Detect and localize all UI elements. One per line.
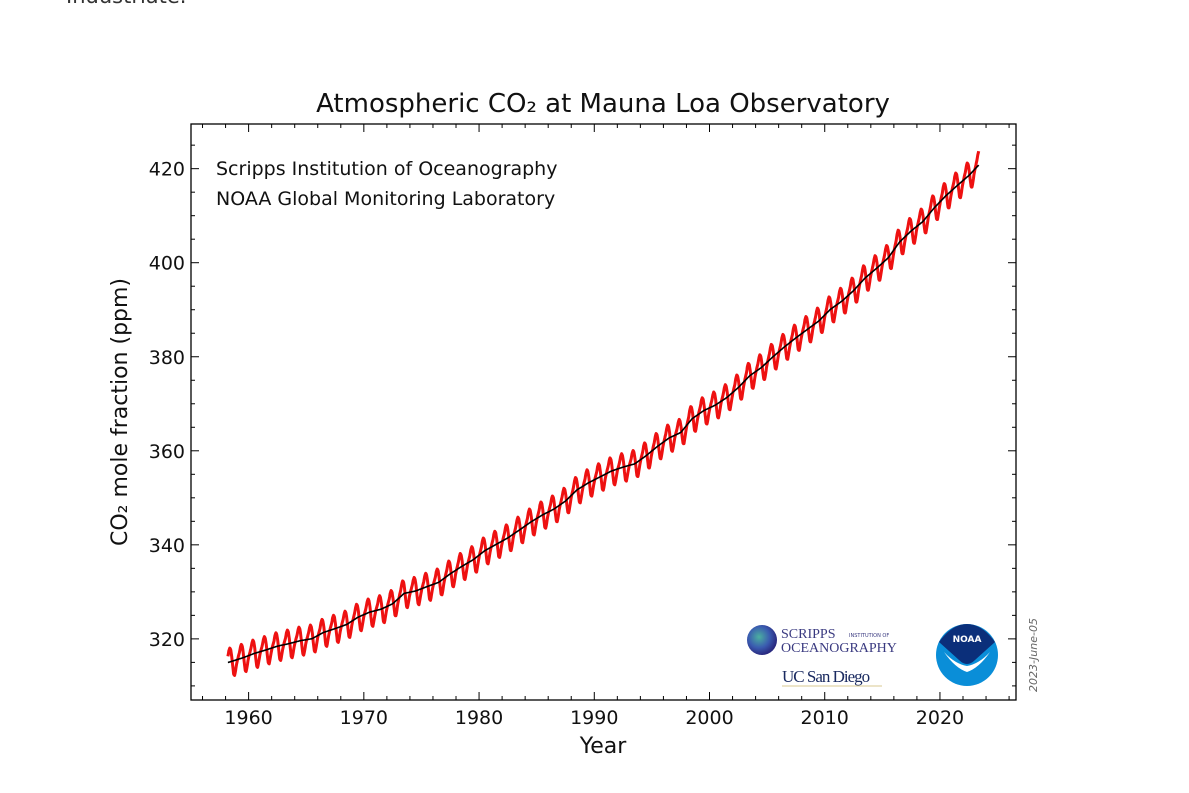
scripps-small-text: INSTITUTION OF xyxy=(849,633,889,639)
scripps-logo: SCRIPPS INSTITUTION OF OCEANOGRAPHY UC S… xyxy=(747,625,897,687)
monthly-co2-line xyxy=(226,150,981,677)
y-axis: 320 340 360 380 400 420 xyxy=(149,144,1016,687)
x-tick-label: 2020 xyxy=(916,707,964,729)
x-axis-label: Year xyxy=(579,734,628,759)
scripps-text: SCRIPPS xyxy=(781,627,835,642)
x-axis: 1960 1970 1980 1990 2000 2010 2020 xyxy=(202,124,1010,729)
annotation-noaa: NOAA Global Monitoring Laboratory xyxy=(216,188,555,210)
x-tick-label: 1960 xyxy=(224,707,272,729)
plot-area xyxy=(226,150,981,677)
noaa-text: NOAA xyxy=(953,635,982,645)
y-tick-label: 420 xyxy=(149,159,185,181)
x-tick-label: 1970 xyxy=(340,707,388,729)
x-tick-label: 1990 xyxy=(570,707,618,729)
y-tick-label: 340 xyxy=(149,535,185,557)
globe-icon xyxy=(747,625,777,655)
chart-title: Atmospheric CO₂ at Mauna Loa Observatory xyxy=(316,89,890,119)
y-tick-label: 360 xyxy=(149,441,185,463)
ucsd-text: UC San Diego xyxy=(782,667,870,686)
page-top-text: Industriate. xyxy=(66,0,186,8)
noaa-logo: NOAA xyxy=(936,624,998,686)
y-tick-label: 320 xyxy=(149,629,185,651)
x-tick-label: 1980 xyxy=(455,707,503,729)
trend-co2-line xyxy=(227,164,980,664)
y-axis-label: CO₂ mole fraction (ppm) xyxy=(108,278,133,546)
plot-frame xyxy=(190,123,1017,701)
annotation-scripps: Scripps Institution of Oceanography xyxy=(216,158,557,180)
y-tick-label: 380 xyxy=(149,347,185,369)
y-tick-label: 400 xyxy=(149,253,185,275)
x-tick-label: 2010 xyxy=(801,707,849,729)
oceanography-text: OCEANOGRAPHY xyxy=(781,641,897,656)
x-tick-label: 2000 xyxy=(685,707,733,729)
date-stamp: 2023-June-05 xyxy=(1027,618,1040,692)
